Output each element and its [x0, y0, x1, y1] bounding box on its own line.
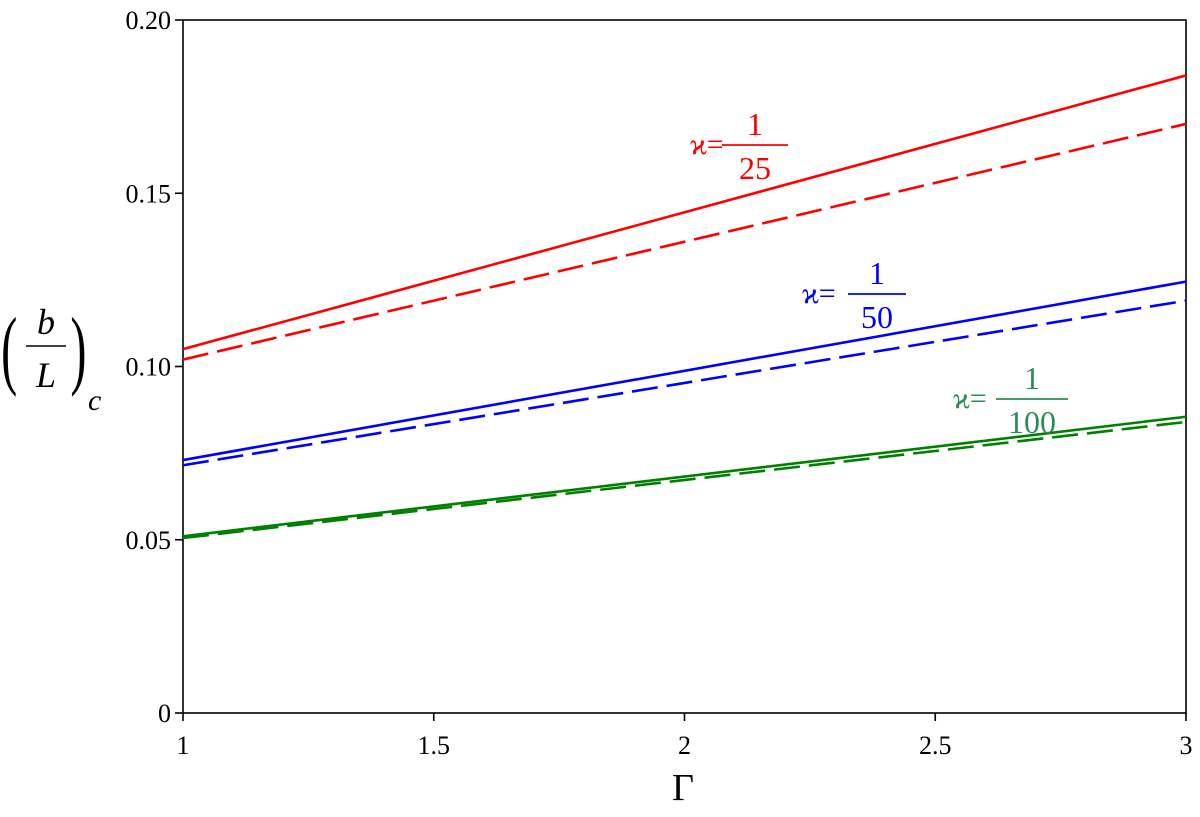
y-tick-label: 0.20 [126, 6, 172, 35]
series-line-4-dashed [182, 299, 1187, 467]
y-title-left-paren: ( [1, 301, 17, 398]
y-title-numerator: b [37, 302, 55, 342]
x-axis-title: Γ [672, 767, 694, 809]
annotation-denominator: 25 [739, 150, 771, 186]
x-tick-label: 2.5 [919, 731, 952, 760]
series-line-5-solid [182, 415, 1187, 538]
annotation-layer: ϰ= 1 25 ϰ= 1 50 ϰ= 1 100 [690, 106, 1068, 440]
annotation-numerator: 1 [747, 106, 763, 142]
x-tick-label: 1 [177, 731, 190, 760]
annotation-kappa-50: ϰ= 1 50 [802, 255, 906, 335]
annotation-denominator: 100 [1008, 404, 1056, 440]
x-tick-label: 2 [678, 731, 691, 760]
y-tick-label: 0 [158, 699, 171, 728]
series-line-2-dashed [182, 122, 1187, 361]
ticks-layer: 1 1.5 2 2.5 3 0 0.05 0.10 0.15 0.20 [126, 6, 1193, 760]
y-tick-label: 0.05 [126, 526, 172, 555]
annotation-numerator: 1 [869, 255, 885, 291]
annotation-denominator: 50 [861, 299, 893, 335]
annotation-numerator: 1 [1024, 360, 1040, 396]
y-tick-label: 0.15 [126, 179, 172, 208]
y-tick-label: 0.10 [126, 353, 172, 382]
x-tick-label: 3 [1180, 731, 1193, 760]
y-axis-title: ( b L ) c [1, 301, 101, 417]
series-line-3-solid [182, 280, 1187, 462]
y-title-denominator: L [35, 355, 56, 395]
y-title-subscript: c [88, 384, 101, 417]
annotation-kappa-25: ϰ= 1 25 [690, 106, 788, 186]
series-line-6-dashed [182, 420, 1187, 540]
annotation-kappa-100: ϰ= 1 100 [953, 360, 1068, 440]
y-title-right-paren: ) [70, 301, 86, 398]
annotation-prefix: ϰ= [953, 382, 987, 415]
series-line-1-solid [182, 74, 1187, 351]
annotation-prefix: ϰ= [690, 128, 724, 161]
annotation-prefix: ϰ= [802, 277, 836, 310]
series-layer [182, 74, 1187, 540]
x-tick-label: 1.5 [418, 731, 451, 760]
